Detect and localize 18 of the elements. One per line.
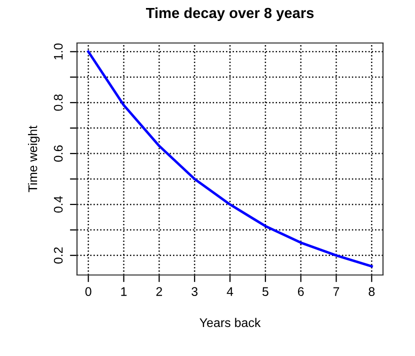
y-tick-label: 0.2	[54, 247, 63, 264]
x-tick-label: 1	[121, 287, 127, 296]
x-tick-label: 0	[85, 287, 92, 296]
x-tick-label: 2	[156, 287, 162, 296]
y-tick-label: 1.0	[54, 43, 63, 60]
x-tick-label: 3	[192, 287, 198, 296]
x-axis-title: Years back	[200, 318, 261, 328]
line-series	[87, 50, 373, 268]
y-tick-label: 0.6	[54, 145, 63, 162]
x-tick-label: 6	[298, 287, 304, 296]
x-tick-label: 5	[262, 287, 268, 296]
chart-title: Time decay over 8 years	[146, 7, 314, 22]
x-tick-label: 4	[226, 287, 234, 296]
x-tick-label: 8	[368, 287, 375, 296]
x-tick-label: 7	[333, 287, 340, 296]
y-tick-label: 0.8	[54, 94, 63, 111]
y-axis-title: Time weight	[28, 126, 40, 192]
y-tick-label: 0.4	[54, 196, 63, 213]
